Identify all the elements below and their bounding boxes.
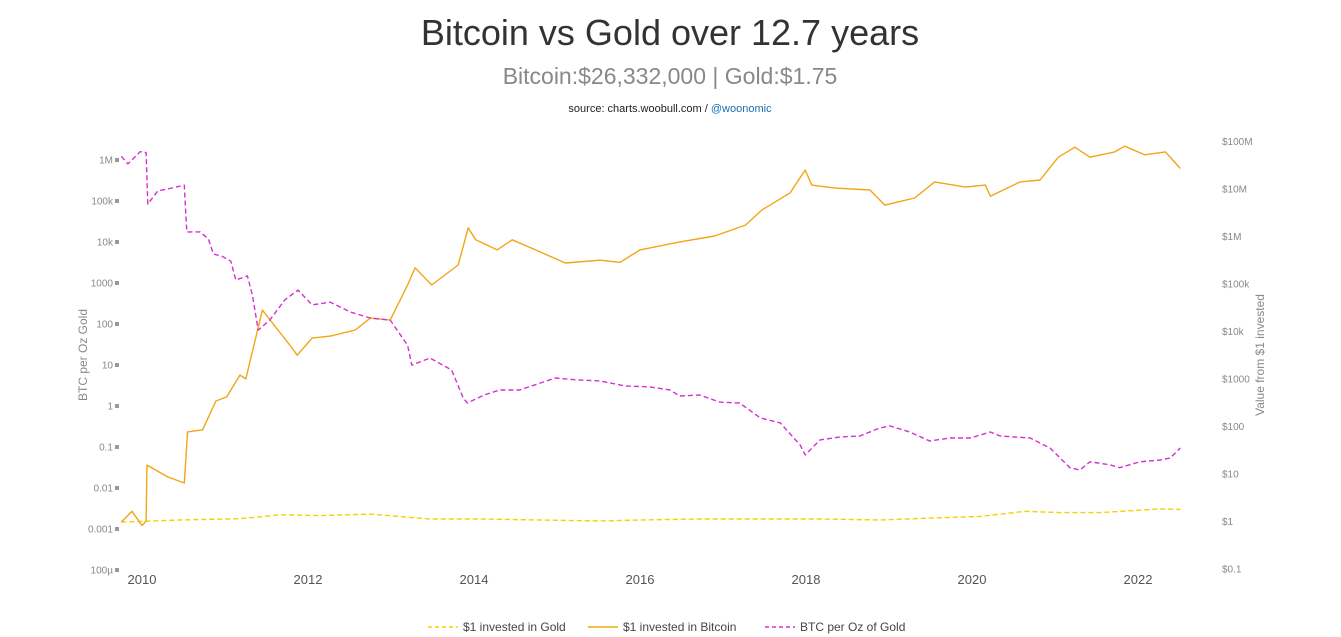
left-tick-mark <box>115 240 119 244</box>
left-tick-label: 100 <box>96 320 113 331</box>
right-tick-label: $0.1 <box>1222 565 1242 576</box>
left-tick-mark <box>115 404 119 408</box>
source-line: source: charts.woobull.com / @woonomic <box>568 103 772 115</box>
x-tick-label: 2020 <box>958 572 987 587</box>
x-tick-label: 2010 <box>128 572 157 587</box>
source-handle-link[interactable]: @woonomic <box>711 103 772 115</box>
x-tick-label: 2018 <box>792 572 821 587</box>
left-tick-mark <box>115 322 119 326</box>
series-line-1 <box>120 145 1181 527</box>
legend-label-1: $1 invested in Bitcoin <box>623 620 736 634</box>
series-line-0 <box>121 508 1181 523</box>
left-tick-label: 0.01 <box>94 484 114 495</box>
right-tick-label: $1000 <box>1222 375 1250 386</box>
right-axis: $0.1 $1 $10 $100 $1000 $10k $100k $1M $10M $100M <box>1222 137 1253 576</box>
right-tick-label: $10M <box>1222 185 1247 196</box>
left-tick-label: 1000 <box>91 279 114 290</box>
right-tick-label: $10 <box>1222 470 1239 481</box>
right-tick-label: $100M <box>1222 137 1253 148</box>
left-tick-mark <box>115 158 119 162</box>
legend-label-2: BTC per Oz of Gold <box>800 620 905 634</box>
left-tick-mark <box>115 199 119 203</box>
left-tick-label: 100k <box>91 197 114 208</box>
right-tick-label: $10k <box>1222 327 1245 338</box>
left-tick-label: 10 <box>102 361 114 372</box>
chart-title: Bitcoin vs Gold over 12.7 years <box>421 12 919 53</box>
right-tick-label: $100k <box>1222 280 1250 291</box>
left-tick-label: 0.1 <box>99 443 113 454</box>
right-tick-label: $1M <box>1222 232 1241 243</box>
left-axis-title: BTC per Oz Gold <box>76 309 90 401</box>
left-tick-mark <box>115 281 119 285</box>
left-tick-mark <box>115 568 119 572</box>
x-tick-label: 2022 <box>1124 572 1153 587</box>
series-line-2 <box>120 150 1181 471</box>
right-tick-label: $100 <box>1222 422 1245 433</box>
left-tick-mark <box>115 363 119 367</box>
left-tick-label: 1M <box>99 156 113 167</box>
legend: $1 invested in Gold $1 invested in Bitcoi… <box>428 620 905 634</box>
left-tick-label: 0.001 <box>88 525 113 536</box>
chart-subtitle: Bitcoin:$26,332,000 | Gold:$1.75 <box>503 63 838 89</box>
right-tick-label: $1 <box>1222 517 1234 528</box>
legend-label-0: $1 invested in Gold <box>463 620 566 634</box>
left-tick-mark <box>115 445 119 449</box>
left-tick-label: 100µ <box>91 566 114 577</box>
left-tick-label: 10k <box>97 238 114 249</box>
source-text: source: charts.woobull.com / <box>568 103 710 115</box>
x-tick-label: 2016 <box>626 572 655 587</box>
x-axis: 2010 2012 2014 2016 2018 2020 2022 <box>128 572 1153 587</box>
left-axis: 100µ 0.001 0.01 0.1 1 10 100 1000 10k 100k 1M <box>88 156 119 577</box>
x-tick-label: 2014 <box>460 572 489 587</box>
left-tick-mark <box>115 486 119 490</box>
left-tick-label: 1 <box>107 402 113 413</box>
series-lines <box>120 145 1181 527</box>
right-axis-title: Value from $1 invested <box>1253 294 1267 416</box>
x-tick-label: 2012 <box>294 572 323 587</box>
left-tick-mark <box>115 527 119 531</box>
